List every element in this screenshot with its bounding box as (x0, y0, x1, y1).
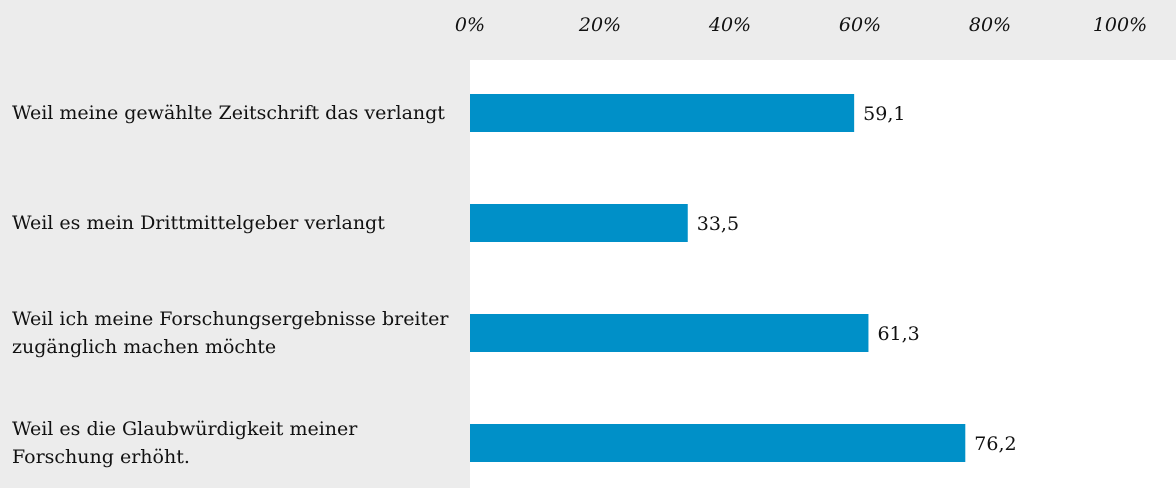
bar (470, 94, 855, 132)
value-label: 33,5 (697, 213, 739, 235)
x-tick-label: 100% (1093, 14, 1147, 36)
x-tick-label: 20% (578, 14, 621, 36)
category-label: Weil es die Glaubwürdigkeit meiner Forsc… (12, 418, 358, 468)
x-tick-label: 0% (455, 14, 485, 36)
bar (470, 424, 966, 462)
category-label: Weil es mein Drittmittelgeber verlangt (12, 212, 385, 234)
category-label: Weil meine gewählte Zeitschrift das verl… (12, 102, 445, 124)
bar (470, 204, 688, 242)
value-label: 59,1 (863, 103, 905, 125)
category-label: Weil ich meine Forschungsergebnisse brei… (12, 308, 449, 358)
x-tick-label: 80% (969, 14, 1011, 36)
x-tick-label: 60% (839, 14, 881, 36)
x-tick-label: 40% (708, 14, 751, 36)
value-label: 61,3 (877, 323, 919, 345)
value-label: 76,2 (974, 433, 1016, 455)
bar (470, 314, 869, 352)
